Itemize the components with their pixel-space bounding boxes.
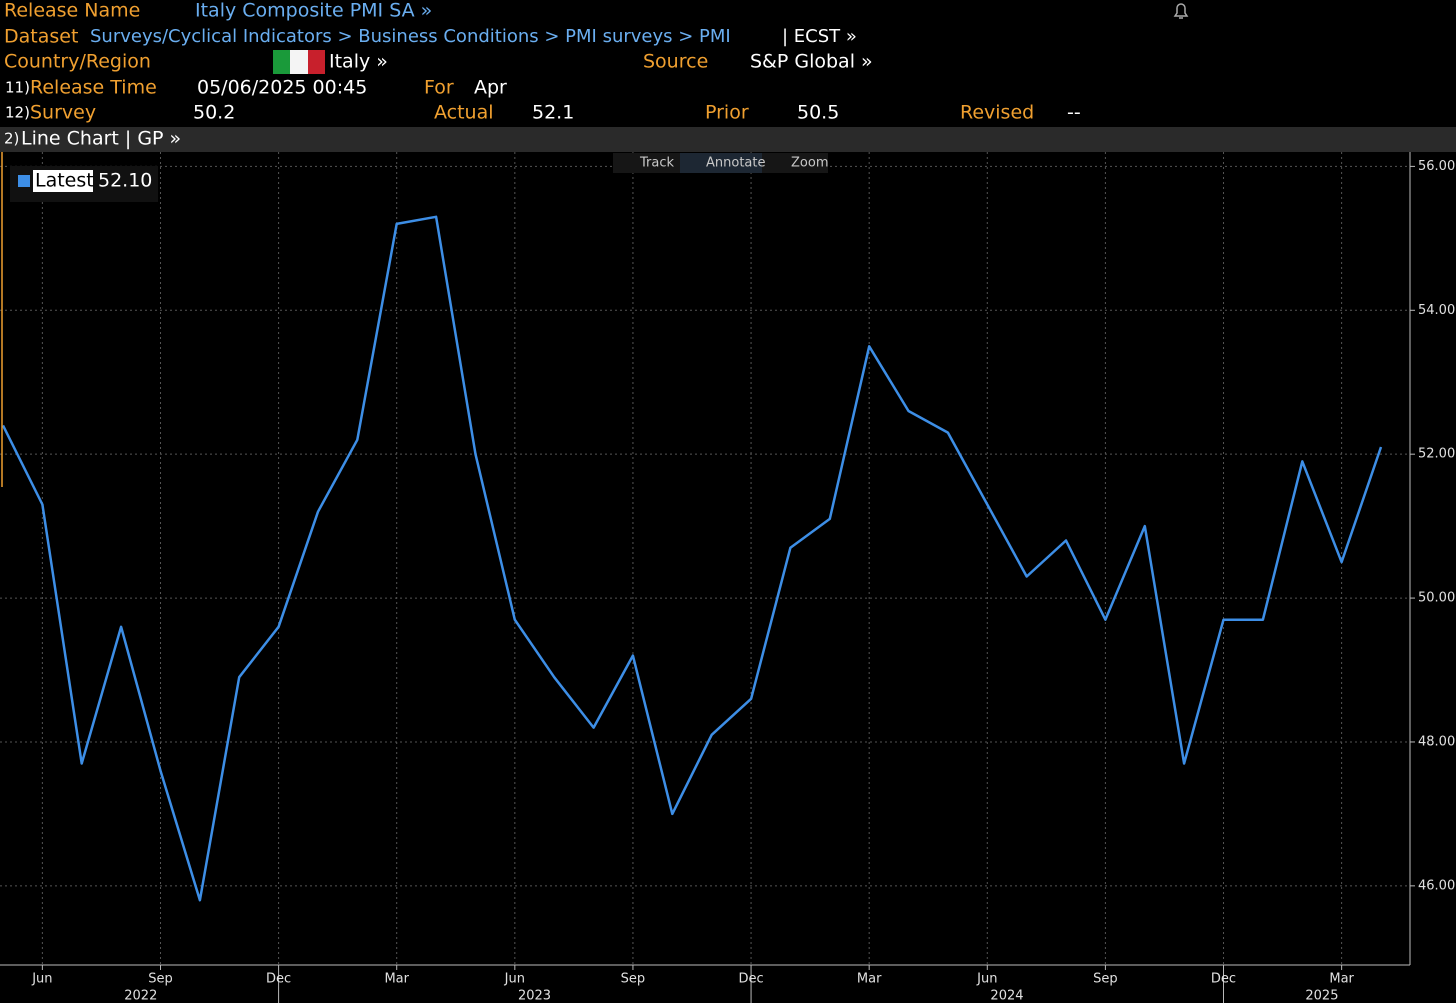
field-label: For <box>424 77 454 99</box>
legend-highlight <box>33 170 93 192</box>
x-tick-label: Jun <box>31 972 52 987</box>
x-year-label: 2023 <box>518 989 551 1003</box>
y-tick-label: 56.00 <box>1418 159 1455 174</box>
flag <box>273 50 290 74</box>
field-label: Revised <box>960 102 1034 124</box>
y-tick-label: 54.00 <box>1418 303 1455 318</box>
field-value: -- <box>1067 102 1081 124</box>
field-label[interactable]: Survey <box>30 102 96 124</box>
field-number: 11) <box>5 79 30 97</box>
source[interactable]: S&P Global » <box>750 51 873 73</box>
field-label: Dataset <box>4 26 78 48</box>
flag <box>308 50 325 74</box>
x-tick-label: Sep <box>148 972 173 987</box>
x-tick-label: Dec <box>738 972 763 987</box>
x-tick-label: Sep <box>621 972 646 987</box>
chart-bar <box>0 127 1456 152</box>
field-label[interactable]: Release Time <box>30 77 157 99</box>
field-label: Actual <box>434 102 494 124</box>
flag <box>290 50 308 74</box>
country[interactable]: Italy » <box>329 51 388 73</box>
chart-bar-title[interactable]: Line Chart | GP » <box>21 128 181 150</box>
field-number: 12) <box>5 104 30 122</box>
y-tick-label: 52.00 <box>1418 447 1455 462</box>
toolbar-button[interactable]: Track <box>639 156 674 171</box>
x-year-label: 2025 <box>1305 989 1338 1003</box>
bell-icon[interactable] <box>1173 3 1189 19</box>
field-label: Country/Region <box>4 51 151 73</box>
legend-label: Latest <box>35 170 94 192</box>
field-number: 2) <box>4 130 19 148</box>
x-tick-label: Mar <box>384 972 409 987</box>
y-tick-label: 46.00 <box>1418 878 1455 893</box>
y-tick-label: 50.00 <box>1418 591 1455 606</box>
x-tick-label: Mar <box>857 972 882 987</box>
line-series <box>1 215 1383 902</box>
field-label: Prior <box>705 102 749 124</box>
field-value: 50.5 <box>797 102 839 124</box>
x-tick-label: Mar <box>1329 972 1354 987</box>
x-year-label: 2024 <box>990 989 1023 1003</box>
x-tick-label: Jun <box>504 972 525 987</box>
x-tick-label: Dec <box>266 972 291 987</box>
x-tick-label: Sep <box>1093 972 1118 987</box>
dataset-path[interactable]: Surveys/Cyclical Indicators > Business C… <box>90 26 731 47</box>
dataset-suffix[interactable]: | ECST » <box>782 26 857 47</box>
x-tick-label: Dec <box>1211 972 1236 987</box>
toolbar-highlight <box>680 153 762 173</box>
field-value: 05/06/2025 00:45 <box>197 77 367 99</box>
x-tick-label: Jun <box>976 972 997 987</box>
release-name[interactable]: Italy Composite PMI SA » <box>195 0 432 22</box>
plot-area: 46.00 48.00 50.00 52.00 54.00 56.00 Jun Sep Dec M… <box>0 152 1455 1003</box>
legend-swatch <box>18 175 30 187</box>
legend-value: 52.10 <box>98 170 152 192</box>
toolbar-button[interactable]: Annotate <box>706 156 765 171</box>
x-year-label: 2022 <box>124 989 157 1003</box>
field-value: 52.1 <box>532 102 574 124</box>
field-value: 50.2 <box>193 102 235 124</box>
toolbar-button[interactable]: Zoom <box>791 156 828 171</box>
field-value: Apr <box>474 77 507 99</box>
field-label: Release Name <box>4 0 140 22</box>
field-label: Source <box>643 51 708 73</box>
y-tick-label: 48.00 <box>1418 734 1455 749</box>
